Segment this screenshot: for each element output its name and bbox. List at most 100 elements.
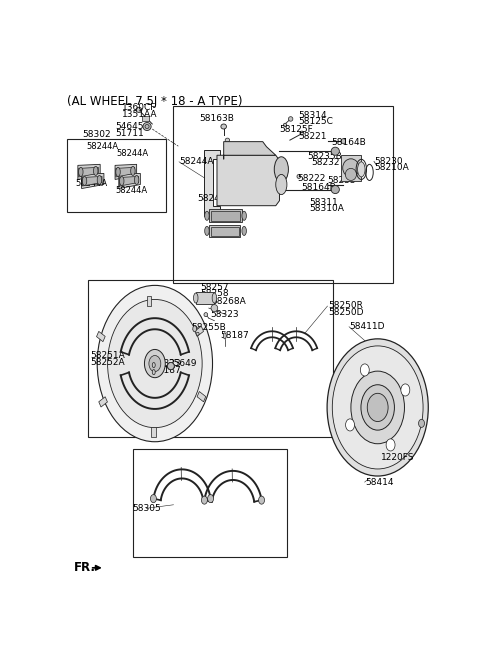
- Text: 58414: 58414: [365, 477, 394, 487]
- Text: 58268A: 58268A: [212, 297, 247, 306]
- Ellipse shape: [131, 166, 135, 176]
- Text: 58323: 58323: [152, 359, 181, 368]
- Ellipse shape: [331, 185, 339, 194]
- Ellipse shape: [94, 166, 98, 176]
- Bar: [197, 392, 206, 402]
- Polygon shape: [116, 168, 135, 177]
- Bar: [151, 427, 156, 437]
- Text: 58258: 58258: [200, 290, 228, 299]
- Text: 58257: 58257: [200, 283, 228, 292]
- Ellipse shape: [134, 176, 139, 185]
- Text: 58244A: 58244A: [117, 149, 149, 159]
- Bar: [341, 155, 361, 181]
- Circle shape: [360, 364, 369, 376]
- Ellipse shape: [223, 333, 226, 339]
- Ellipse shape: [145, 124, 149, 128]
- Circle shape: [259, 496, 264, 504]
- Text: 58250R: 58250R: [328, 301, 363, 310]
- Text: 58222: 58222: [297, 174, 326, 183]
- Ellipse shape: [274, 157, 288, 182]
- Text: 58255B: 58255B: [191, 324, 226, 332]
- Circle shape: [97, 286, 213, 441]
- Ellipse shape: [168, 363, 174, 369]
- Ellipse shape: [136, 107, 142, 113]
- Ellipse shape: [242, 212, 246, 220]
- Ellipse shape: [152, 369, 155, 375]
- Bar: [147, 296, 151, 307]
- Bar: [211, 227, 239, 236]
- Circle shape: [202, 496, 207, 504]
- Text: 58250D: 58250D: [328, 308, 363, 316]
- Text: 58164B: 58164B: [301, 183, 336, 192]
- Text: 58323: 58323: [210, 310, 239, 318]
- Text: 58311: 58311: [309, 198, 338, 207]
- Ellipse shape: [211, 305, 218, 312]
- Ellipse shape: [288, 117, 293, 121]
- Polygon shape: [217, 155, 279, 206]
- Polygon shape: [115, 164, 137, 179]
- Ellipse shape: [283, 123, 287, 127]
- Bar: [99, 397, 108, 407]
- Ellipse shape: [221, 124, 227, 129]
- Circle shape: [149, 356, 161, 371]
- Circle shape: [346, 419, 355, 431]
- Text: 58230: 58230: [374, 157, 403, 166]
- Ellipse shape: [168, 363, 174, 369]
- Bar: [209, 209, 242, 222]
- Circle shape: [361, 384, 395, 430]
- Polygon shape: [204, 150, 220, 215]
- Ellipse shape: [204, 312, 208, 316]
- Text: (AL WHEEL 7.5J * 18 - A TYPE): (AL WHEEL 7.5J * 18 - A TYPE): [67, 95, 243, 107]
- Text: 54645: 54645: [115, 122, 144, 131]
- Ellipse shape: [168, 363, 174, 369]
- Ellipse shape: [204, 212, 209, 220]
- Text: 58164B: 58164B: [332, 138, 366, 147]
- Ellipse shape: [204, 227, 209, 235]
- Polygon shape: [79, 168, 98, 177]
- Text: 58233: 58233: [327, 176, 356, 185]
- Ellipse shape: [331, 147, 339, 155]
- Text: 58125C: 58125C: [298, 117, 333, 126]
- Ellipse shape: [196, 332, 199, 335]
- Polygon shape: [82, 174, 104, 189]
- Bar: [173, 106, 393, 283]
- Bar: [96, 331, 105, 342]
- Bar: [211, 211, 240, 221]
- Ellipse shape: [297, 174, 300, 178]
- Text: 58244A: 58244A: [179, 157, 214, 166]
- Circle shape: [367, 393, 388, 422]
- Ellipse shape: [212, 293, 216, 303]
- Text: 58302: 58302: [83, 130, 111, 139]
- Polygon shape: [224, 141, 276, 159]
- Circle shape: [401, 384, 410, 396]
- Bar: [132, 449, 287, 557]
- Polygon shape: [119, 174, 140, 189]
- Text: 58244A: 58244A: [197, 194, 231, 203]
- Text: 58232: 58232: [311, 159, 340, 167]
- Ellipse shape: [152, 363, 155, 367]
- Ellipse shape: [79, 168, 83, 176]
- Text: 58411D: 58411D: [349, 322, 385, 331]
- Bar: [209, 225, 240, 238]
- Ellipse shape: [345, 168, 357, 181]
- Circle shape: [208, 495, 214, 502]
- Ellipse shape: [242, 227, 246, 235]
- Text: 58310A: 58310A: [309, 204, 344, 214]
- Text: 58210A: 58210A: [374, 163, 409, 172]
- Circle shape: [144, 349, 165, 378]
- Text: 58244A: 58244A: [87, 142, 119, 151]
- Text: 58244A: 58244A: [115, 185, 147, 195]
- Text: 1220FS: 1220FS: [382, 453, 415, 462]
- Text: 58221: 58221: [298, 132, 326, 141]
- Ellipse shape: [300, 131, 304, 135]
- Ellipse shape: [97, 176, 102, 185]
- Text: FR.: FR.: [74, 561, 96, 574]
- Bar: [195, 326, 204, 337]
- Circle shape: [419, 419, 424, 428]
- Ellipse shape: [225, 138, 229, 142]
- Ellipse shape: [116, 168, 120, 176]
- Ellipse shape: [193, 293, 198, 303]
- Text: 58244A: 58244A: [75, 179, 107, 187]
- Text: 51711: 51711: [115, 128, 144, 138]
- Circle shape: [108, 299, 202, 428]
